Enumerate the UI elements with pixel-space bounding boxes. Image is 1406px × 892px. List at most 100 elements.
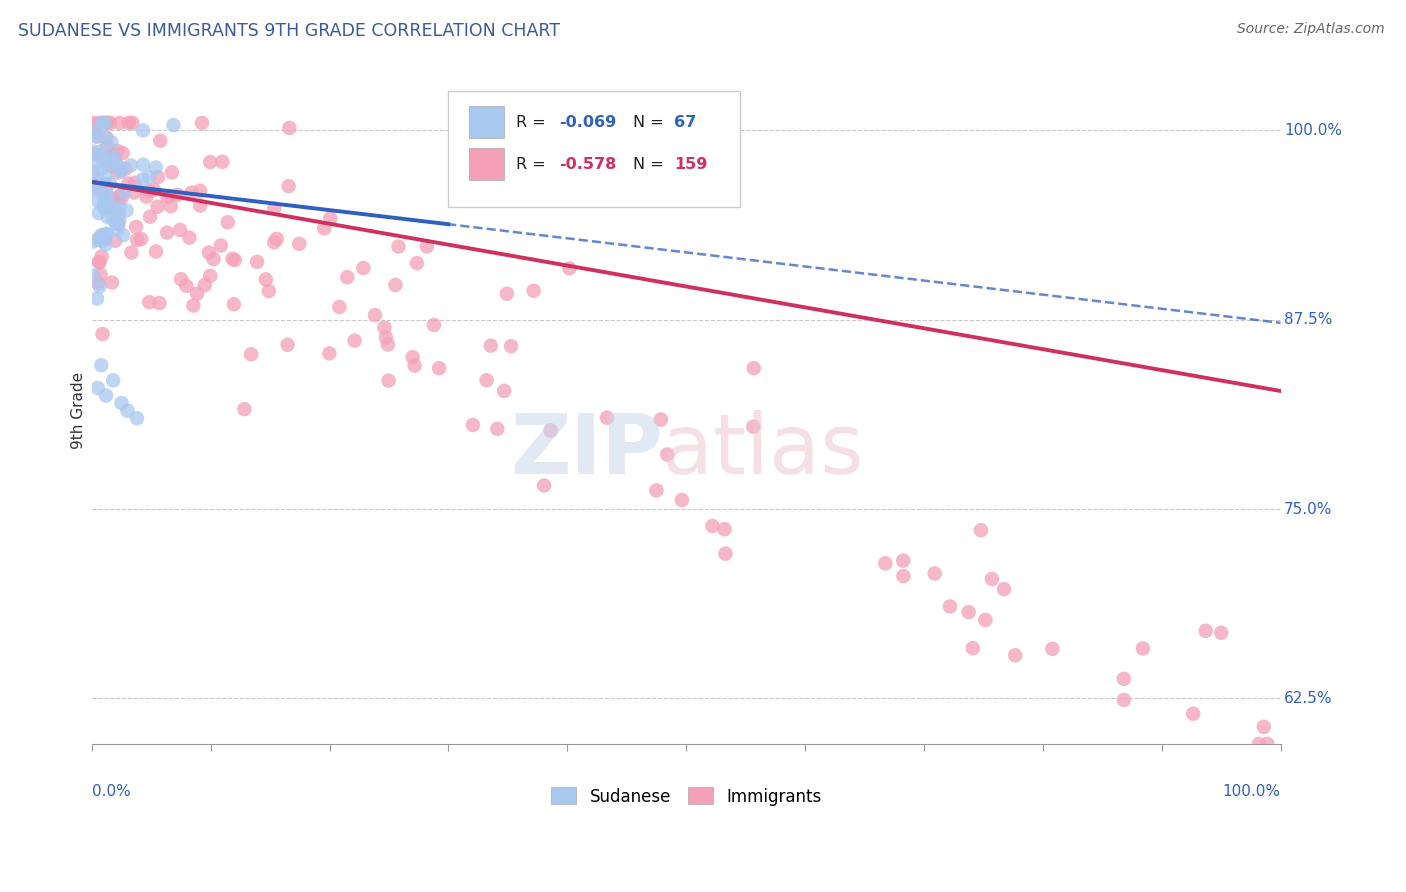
Point [993, 582, 1015, 596]
Point [82, 127, 104, 141]
Point [533, 478, 555, 492]
Point [160, 165, 183, 179]
Point [374, 330, 396, 344]
Point [124, 176, 146, 190]
Point [423, 318, 446, 332]
Point [188, 184, 211, 198]
Point [115, 203, 138, 218]
Text: 87.5%: 87.5% [1284, 312, 1333, 327]
Text: SUDANESE VS IMMIGRANTS 9TH GRADE CORRELATION CHART: SUDANESE VS IMMIGRANTS 9TH GRADE CORRELA… [18, 22, 560, 40]
Point [111, 146, 134, 161]
Point [118, 116, 141, 130]
Point [475, 373, 498, 387]
Point [179, 230, 201, 244]
Point [166, 188, 188, 202]
Point [107, 217, 129, 231]
Point [209, 238, 232, 252]
Point [107, 207, 129, 221]
Text: -0.578: -0.578 [560, 157, 616, 171]
Point [343, 334, 366, 348]
Point [93, 129, 115, 144]
Point [183, 299, 205, 313]
Point [364, 308, 387, 322]
Point [96, 227, 118, 241]
Point [105, 217, 128, 231]
Point [352, 260, 374, 275]
Point [103, 212, 125, 227]
Point [328, 300, 350, 314]
Text: ZIP: ZIP [510, 410, 662, 491]
Point [83, 147, 105, 161]
Point [131, 172, 153, 186]
Point [523, 284, 546, 298]
Point [148, 296, 170, 310]
Point [82, 268, 104, 283]
Point [143, 183, 166, 197]
Point [156, 226, 179, 240]
Point [169, 223, 191, 237]
Point [146, 170, 169, 185]
Point [89, 256, 111, 270]
Point [90, 116, 112, 130]
Point [319, 211, 342, 226]
Point [97, 190, 120, 204]
Point [221, 252, 243, 266]
Point [94, 194, 117, 208]
Point [1195, 624, 1218, 638]
Point [110, 396, 132, 410]
Point [501, 339, 523, 353]
Point [145, 244, 167, 259]
Text: N =: N = [633, 114, 668, 129]
Point [404, 359, 426, 373]
Point [200, 268, 222, 283]
Point [198, 245, 221, 260]
Point [110, 165, 132, 179]
Point [93, 195, 115, 210]
Point [108, 213, 131, 227]
Point [82, 235, 104, 249]
Point [1182, 706, 1205, 721]
Point [91, 234, 114, 248]
Point [120, 245, 142, 260]
Point [957, 605, 980, 619]
Point [94, 237, 117, 252]
Point [90, 227, 112, 242]
Point [87, 381, 110, 395]
Point [277, 338, 299, 352]
Point [103, 147, 125, 161]
Point [1112, 672, 1135, 686]
Point [84, 179, 107, 194]
Point [82, 166, 104, 180]
Point [427, 361, 450, 376]
Point [314, 221, 336, 235]
Point [105, 198, 128, 212]
Point [145, 161, 167, 175]
Point [82, 166, 104, 180]
Point [132, 123, 155, 137]
Text: N =: N = [633, 157, 668, 171]
Point [82, 116, 104, 130]
Point [90, 161, 112, 176]
Point [96, 116, 118, 130]
Point [377, 337, 399, 351]
Point [86, 292, 108, 306]
Point [558, 261, 581, 276]
Point [107, 144, 129, 158]
Point [277, 179, 299, 194]
Point [156, 190, 179, 204]
Point [233, 402, 256, 417]
Point [162, 118, 184, 132]
Point [211, 154, 233, 169]
Point [100, 136, 122, 150]
Point [98, 177, 121, 191]
Text: 100.0%: 100.0% [1284, 123, 1343, 138]
Point [94, 116, 117, 130]
Legend: Sudanese, Immigrants: Sudanese, Immigrants [544, 780, 828, 813]
Point [970, 523, 993, 537]
Point [93, 200, 115, 214]
Point [981, 572, 1004, 586]
Point [146, 200, 169, 214]
Point [1256, 737, 1278, 751]
Text: 0.0%: 0.0% [91, 784, 131, 799]
Point [1112, 693, 1135, 707]
